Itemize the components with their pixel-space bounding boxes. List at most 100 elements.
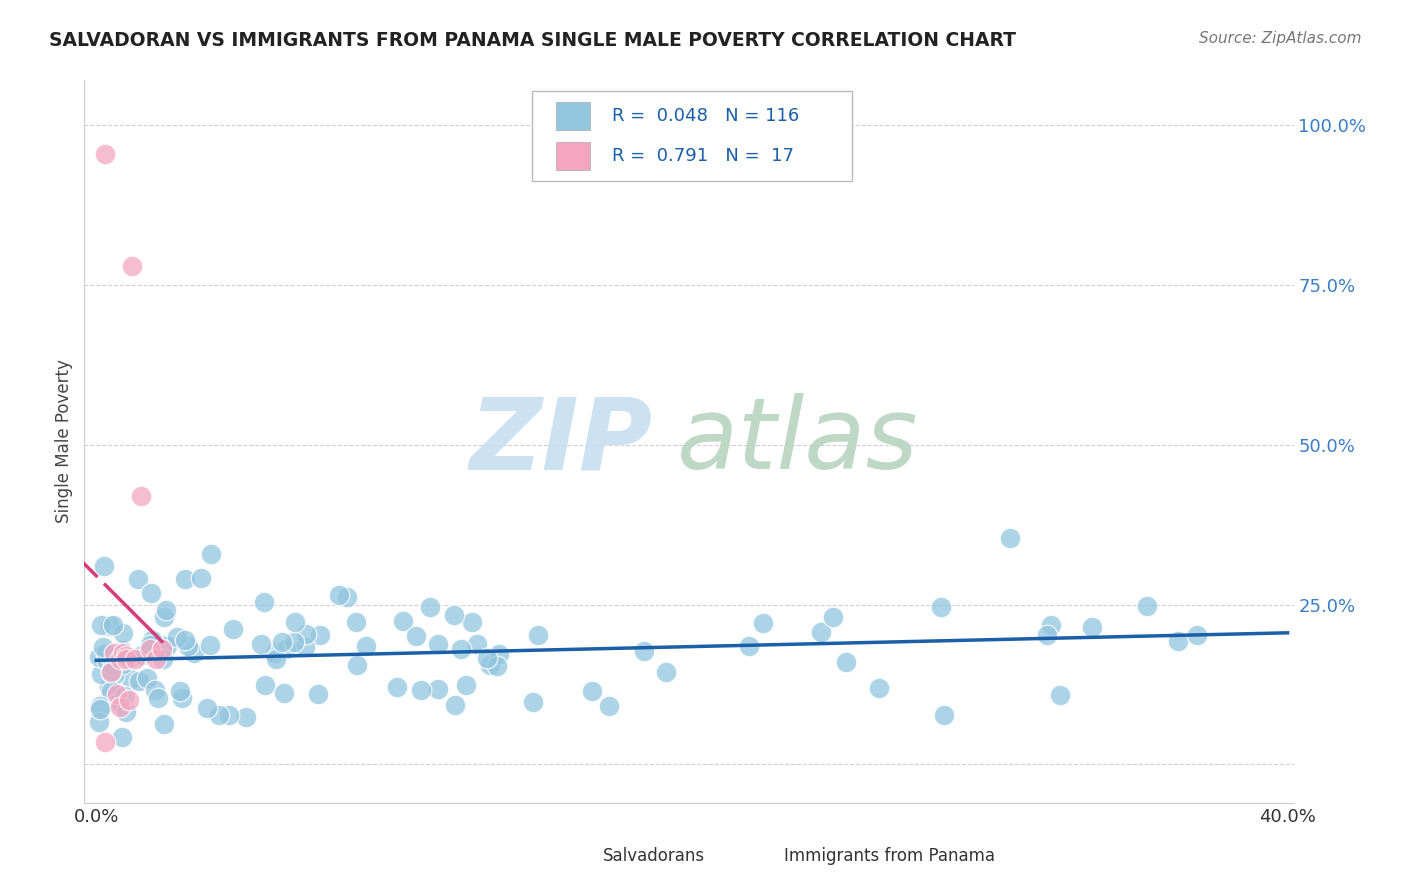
Point [450,641,472,656]
Point [101,658,124,673]
Point [89,650,111,665]
Point [1035,628,1057,642]
Point [177,639,200,653]
Point [633,644,655,658]
Text: ZIP: ZIP [470,393,652,490]
Point [418,600,440,615]
Point [456,678,478,692]
Point [97,664,120,678]
Bar [562,845,589,868]
Point [264,652,287,666]
Point [124,652,146,666]
Point [250,637,273,651]
Point [108,652,131,666]
Point [127,572,149,586]
Point [150,642,173,657]
Point [868,681,890,695]
Point [486,658,509,673]
Point [932,707,955,722]
Point [283,634,305,648]
Point [103,668,125,682]
Point [115,648,138,663]
Point [810,625,832,640]
Point [195,701,218,715]
Point [1185,628,1208,642]
Point [118,693,141,707]
Point [737,639,759,653]
Point [173,632,195,647]
Point [97,680,120,694]
Point [284,615,307,629]
Point [307,687,329,701]
Point [90,617,112,632]
Point [115,652,138,666]
Point [94,146,117,161]
Point [141,633,163,648]
Point [336,591,359,605]
Point [479,658,502,673]
Point [93,559,115,574]
Point [295,627,318,641]
Point [581,683,603,698]
Point [654,665,676,680]
Point [752,616,775,631]
Point [354,639,377,653]
Point [146,690,169,705]
Point [598,698,620,713]
Point [200,547,222,561]
Point [153,717,176,731]
Point [1049,689,1071,703]
Point [94,735,117,749]
Point [136,671,159,685]
Point [120,651,142,665]
Text: SALVADORAN VS IMMIGRANTS FROM PANAMA SINGLE MALE POVERTY CORRELATION CHART: SALVADORAN VS IMMIGRANTS FROM PANAMA SIN… [49,31,1017,50]
Point [253,678,276,692]
Point [218,708,240,723]
Point [477,650,499,665]
Point [427,637,450,651]
Point [527,628,550,642]
Point [100,683,122,698]
Text: Source: ZipAtlas.com: Source: ZipAtlas.com [1198,31,1361,46]
Point [391,614,413,628]
Point [823,610,845,624]
Point [153,638,176,652]
Text: R =  0.791   N =  17: R = 0.791 N = 17 [612,147,793,165]
FancyBboxPatch shape [531,91,852,181]
Point [156,640,179,654]
Point [143,682,166,697]
Point [235,710,257,724]
Point [443,698,465,712]
Point [108,699,131,714]
Point [98,619,121,633]
Point [139,642,162,657]
Point [253,595,276,609]
Point [190,571,212,585]
Point [274,641,297,656]
Point [105,687,128,701]
Point [152,651,174,665]
Bar [555,142,589,169]
Point [90,666,112,681]
Point [208,707,231,722]
Point [1040,618,1063,632]
Point [100,664,122,678]
Point [129,489,152,503]
Point [1167,634,1189,648]
Point [120,673,142,687]
Point [139,638,162,652]
Point [94,646,117,660]
Y-axis label: Single Male Poverty: Single Male Poverty [55,359,73,524]
Point [111,730,134,744]
Point [1136,599,1159,614]
Point [222,622,245,636]
Text: atlas: atlas [676,393,918,490]
Point [145,652,167,666]
Point [101,618,124,632]
Point [460,615,482,630]
Point [834,655,856,669]
Point [443,607,465,622]
Point [96,654,118,668]
Point [155,602,177,616]
Point [273,686,295,700]
